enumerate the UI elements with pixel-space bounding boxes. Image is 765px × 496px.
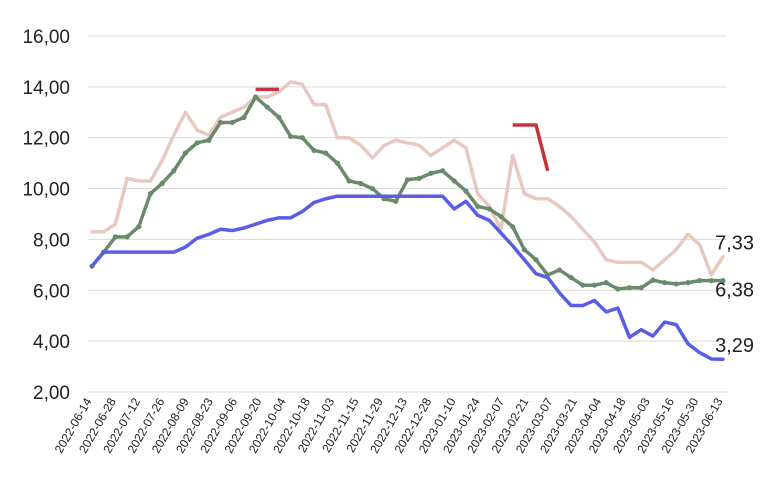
series-1-point [358,180,364,187]
gridlines [88,35,727,393]
series-1-point [697,278,703,284]
y-tick-label: 2,00 [33,383,70,404]
series-1-point [311,147,317,154]
series-lines [89,80,726,361]
series-1-point [650,277,656,283]
series-1-point [241,114,247,120]
series-1-line [90,95,725,291]
series-1-point [615,286,621,292]
series-1-point [393,198,399,204]
series-1-point [323,150,329,156]
series-1-point [182,150,189,156]
y-tick-label: 6,00 [33,281,70,302]
series-1-point [521,247,527,253]
red-segment-line [512,123,550,172]
series-1-point [229,119,235,126]
series-1-point [217,119,224,126]
series-1-end-label: 6,38 [715,280,754,302]
series-1-point [673,281,679,287]
series-1-point [720,278,726,284]
y-tick-label: 4,00 [33,332,70,353]
series-1-point [299,135,305,141]
series-1-point [626,285,633,291]
series-1-point [288,133,294,140]
series-2-line [90,194,725,361]
series-1-point [486,206,492,212]
series-1-point [475,203,481,209]
series-1-point [206,137,212,143]
series-1-point [346,178,352,184]
series-1-point [112,234,118,240]
series-1-point [451,178,457,184]
y-tick-label: 16,00 [22,27,70,48]
series-1-point [171,168,177,174]
series-2-end-label: 3,29 [715,335,754,357]
series-1-point [533,257,539,263]
series-1-point [661,280,668,286]
series-1-point [568,274,574,281]
series-1-point [685,280,691,286]
series-1-point [498,213,504,220]
series-1-point [159,180,165,187]
y-tick-label: 14,00 [22,78,70,99]
series-1-point [264,104,270,110]
series-1-point [334,160,340,166]
series-0-line [90,80,725,277]
y-tick-label: 8,00 [33,230,70,251]
series-1-point [439,168,446,174]
series-1-point [580,282,586,288]
series-1-point [510,224,516,230]
series-1-point [708,278,714,284]
series-1-point [252,94,259,100]
series-1-point [194,140,200,146]
y-tick-label: 12,00 [22,129,70,150]
series-1-point [603,280,609,286]
series-1-point [416,175,422,181]
series-1-point [276,114,282,120]
end-labels: 7,33 6,38 3,29 [715,232,754,357]
series-1-point [369,185,376,192]
y-tick-label: 10,00 [22,180,70,201]
series-1-point [428,170,434,176]
series-1-point [556,267,563,273]
y-axis-ticks: 2,00 4,00 6,00 8,00 10,00 12,00 14,00 16,00 [22,27,70,404]
series-0-end-label: 7,33 [715,232,754,254]
series-1-point [638,285,644,291]
series-1-point [147,191,154,197]
series-1-point [136,224,142,230]
series-1-point [591,282,598,288]
series-1-point [124,234,130,240]
series-1-point [463,188,469,194]
x-axis-ticks: 2022-06-142022-06-282022-07-122022-07-26… [52,395,726,455]
series-1-point [404,177,411,183]
